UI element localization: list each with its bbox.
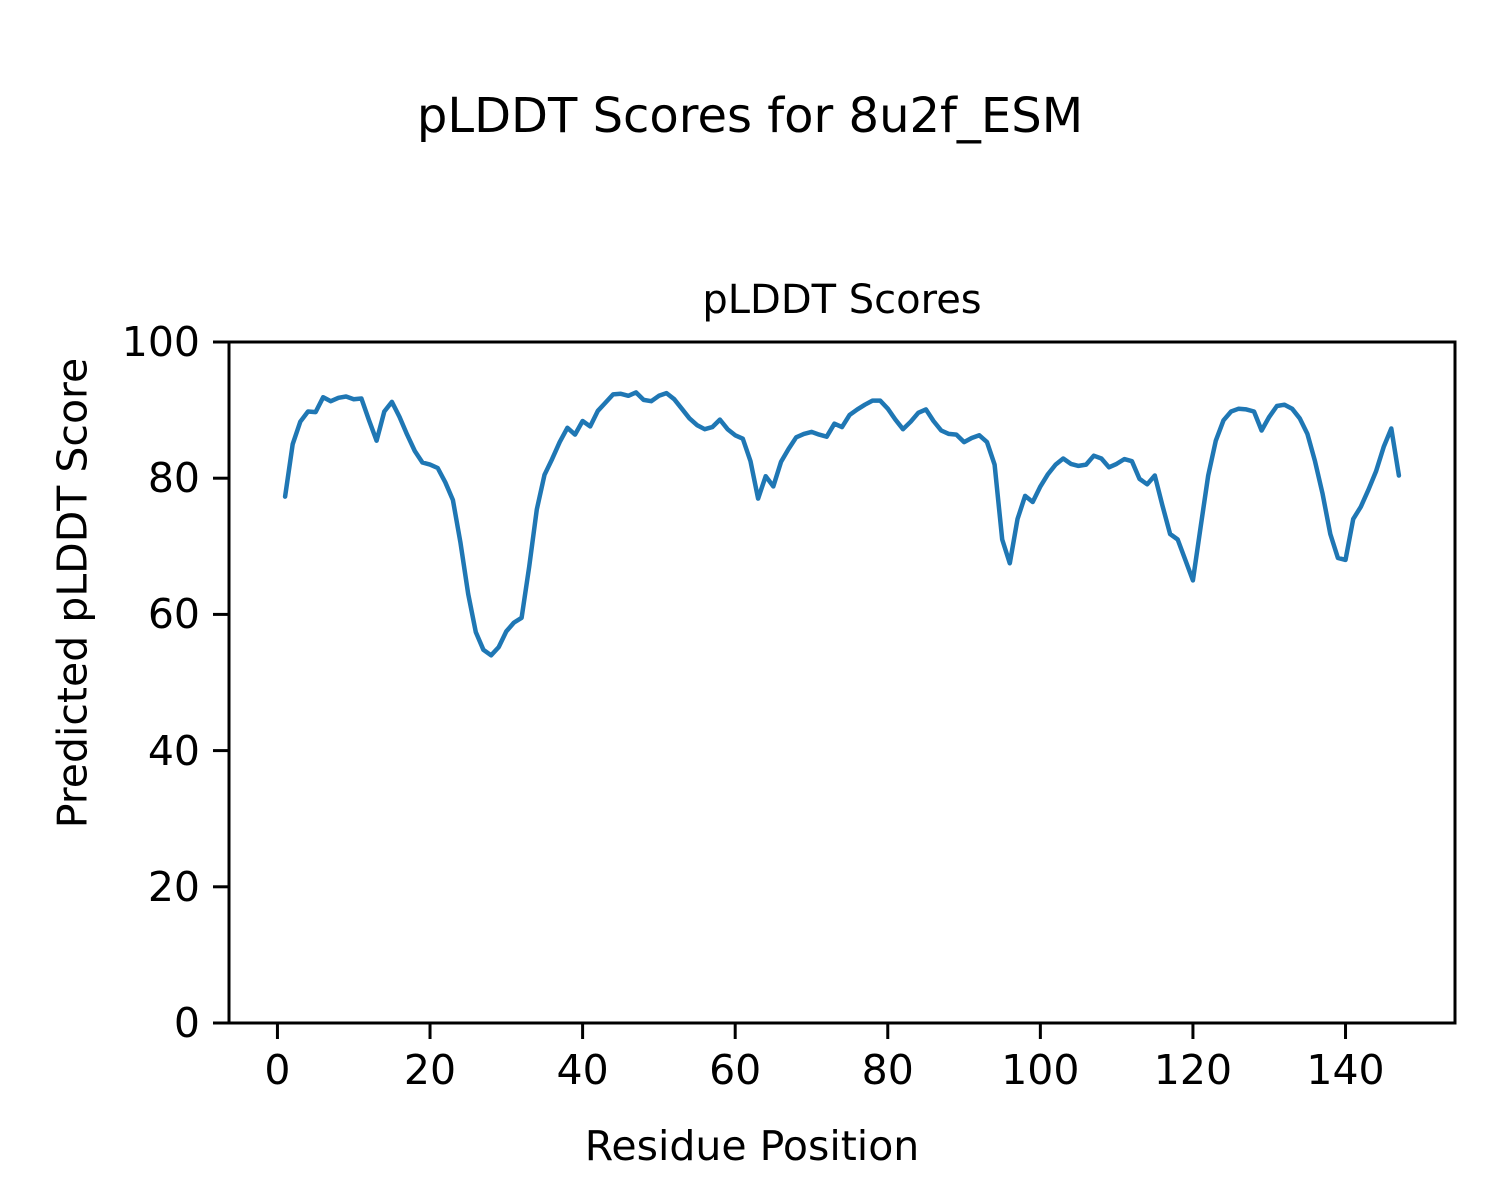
x-tick-label: 80 [861, 1046, 914, 1094]
axes-title: pLDDT Scores [702, 277, 982, 323]
x-tick-label: 100 [1001, 1046, 1080, 1094]
x-tick-label: 60 [709, 1046, 762, 1094]
x-axis-label: Residue Position [584, 1122, 920, 1170]
y-tick-label: 20 [147, 862, 200, 911]
x-tick-label: 120 [1153, 1046, 1233, 1094]
plddt-line [282, 390, 1402, 658]
y-tick-label: 40 [147, 726, 200, 775]
y-tick-label: 60 [147, 590, 200, 639]
x-tick-label: 20 [403, 1046, 457, 1094]
axes-frame [227, 340, 1457, 1025]
x-tick-label: 0 [264, 1046, 291, 1094]
y-tick-label: 0 [173, 999, 200, 1047]
tick-marks [213, 340, 1348, 1039]
y-tick-label: 100 [121, 318, 200, 366]
x-tick-label: 40 [556, 1046, 609, 1094]
y-tick-label: 80 [147, 454, 200, 503]
figure-title: pLDDT Scores for 8u2f_ESM [416, 88, 1084, 144]
x-tick-label: 140 [1306, 1046, 1385, 1094]
